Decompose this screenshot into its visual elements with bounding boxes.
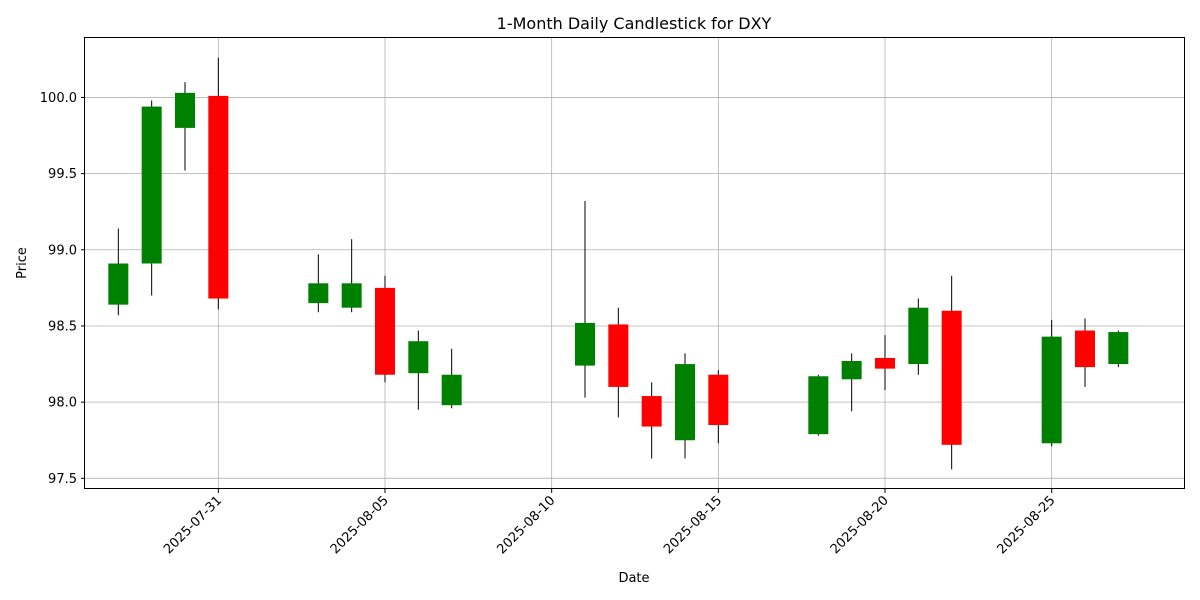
- candle: [941, 275, 962, 470]
- candle: [841, 353, 862, 412]
- y-tick-label: 100.0: [40, 91, 77, 106]
- y-tick-label: 99.0: [48, 243, 77, 258]
- y-tick-label: 98.0: [48, 396, 77, 411]
- candle-body-up: [908, 307, 929, 365]
- candle: [308, 254, 329, 313]
- candle-body-up: [108, 263, 129, 305]
- candle: [208, 57, 229, 310]
- candle-body-up: [808, 376, 829, 435]
- grid-lines: [85, 38, 1185, 489]
- candle: [108, 228, 129, 316]
- y-tick-label: 97.5: [48, 472, 77, 487]
- candle: [641, 382, 662, 459]
- candle-body-down: [375, 287, 395, 375]
- candles: [108, 57, 1129, 470]
- candle-body-up: [141, 106, 162, 264]
- candle: [675, 353, 695, 459]
- y-tick-label: 98.5: [48, 319, 77, 334]
- candle: [1075, 318, 1095, 387]
- plot-frame: [84, 37, 1185, 489]
- y-axis-label: Price: [15, 247, 30, 279]
- candle-body-up: [341, 283, 362, 308]
- candle-body-down: [208, 95, 229, 299]
- candle-body-up: [841, 361, 862, 380]
- candle-body-up: [575, 322, 595, 366]
- candle: [408, 330, 429, 410]
- candle: [808, 374, 829, 436]
- candle: [708, 370, 729, 444]
- candle: [608, 307, 629, 418]
- candle-body-up: [308, 283, 329, 304]
- candle: [175, 82, 195, 171]
- x-axis-label: Date: [618, 571, 649, 586]
- candle-body-down: [875, 357, 895, 369]
- candle: [375, 275, 395, 383]
- candle: [875, 335, 895, 390]
- candle: [141, 100, 162, 296]
- candle: [1108, 330, 1129, 368]
- candle-body-up: [408, 341, 429, 374]
- candle-body-down: [641, 396, 662, 427]
- candle-body-down: [941, 310, 962, 445]
- candle: [908, 298, 929, 375]
- candle-body-up: [1041, 336, 1062, 444]
- candle: [341, 239, 362, 313]
- candle-body-down: [608, 324, 629, 387]
- candle-body-down: [708, 374, 729, 426]
- y-tick-label: 99.5: [48, 167, 77, 182]
- chart-title: 1-Month Daily Candlestick for DXY: [497, 14, 772, 33]
- candle: [575, 201, 595, 398]
- candle: [441, 348, 462, 409]
- candle-body-up: [675, 364, 695, 441]
- candle: [1041, 319, 1062, 447]
- candle-body-up: [441, 374, 462, 406]
- candle-body-up: [1108, 332, 1129, 365]
- candle-body-up: [175, 92, 195, 128]
- candle-body-down: [1075, 330, 1095, 368]
